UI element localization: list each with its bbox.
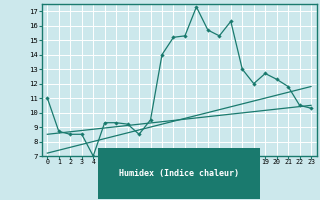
X-axis label: Humidex (Indice chaleur): Humidex (Indice chaleur): [119, 169, 239, 178]
